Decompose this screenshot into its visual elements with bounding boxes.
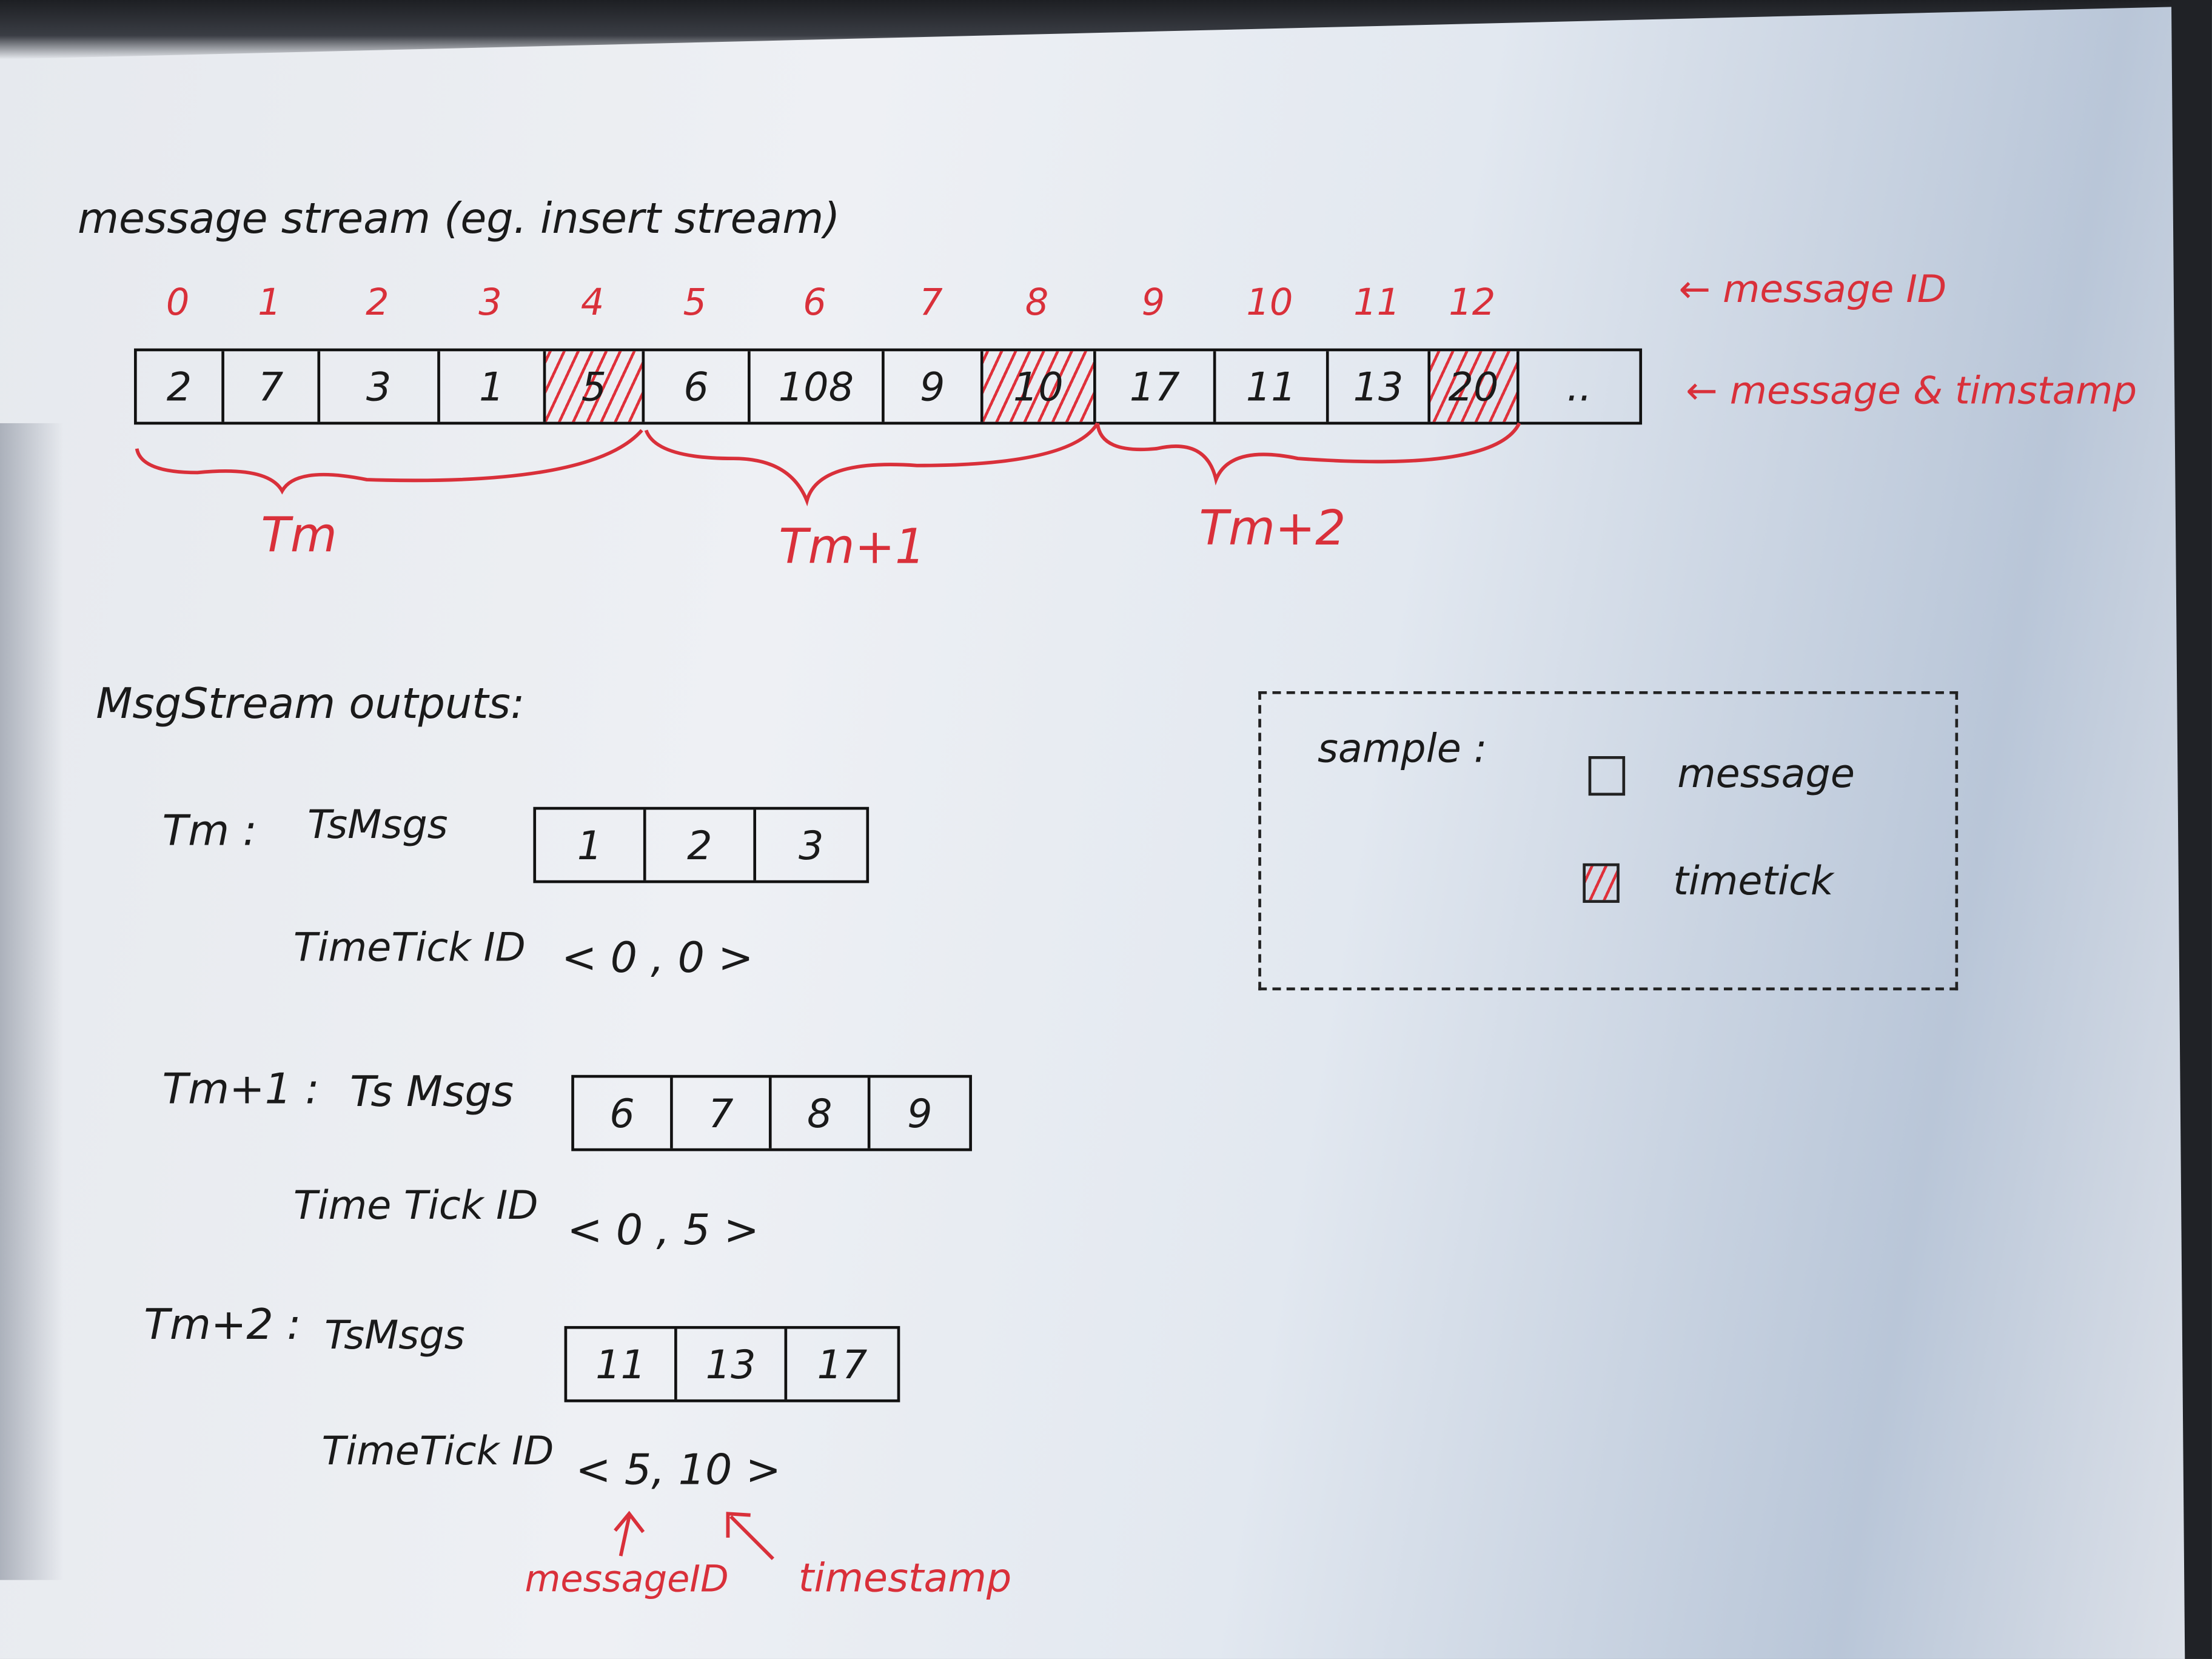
timetick-cell: 10 xyxy=(983,351,1096,422)
message-id: 5 xyxy=(683,282,707,325)
timetick-swatch xyxy=(1583,863,1620,903)
message-cell: .. xyxy=(1566,363,1592,410)
tsmsg-cell: 8 xyxy=(772,1078,871,1148)
diagram-title: message stream (eg. insert stream) xyxy=(77,195,840,244)
brace-tm xyxy=(135,429,643,495)
legend-message: message xyxy=(1677,750,1855,797)
tsmsg-cell: 2 xyxy=(646,809,757,880)
message-cell: 9 xyxy=(885,351,984,422)
brace-tm1 xyxy=(644,422,1099,507)
message-id: 0 xyxy=(166,282,190,325)
tsmsg-cell: 11 xyxy=(567,1329,677,1399)
message-cell: 11 xyxy=(1216,351,1329,422)
arrow-message-id xyxy=(614,1510,645,1557)
tsmsgs-label: TsMsgs xyxy=(307,801,448,848)
message-cell: 17 xyxy=(1096,351,1216,422)
timetick-id-label: TimeTick ID xyxy=(293,923,526,971)
message-cell: 2 xyxy=(137,351,224,422)
timestamp-annotation: timestamp xyxy=(798,1554,1012,1601)
timetick-cell: 20 xyxy=(1430,351,1520,422)
tsmsg-cell: 9 xyxy=(907,1090,933,1136)
message-id: 12 xyxy=(1449,282,1496,325)
timetick-id-value: < 5, 10 > xyxy=(575,1446,782,1496)
timetick-id-value: < 0 , 0 > xyxy=(561,934,754,984)
timetick-cell: 5 xyxy=(546,351,645,422)
message-id: 9 xyxy=(1141,282,1165,325)
message-stream: 2 7 3 1 5 6 108 9 10 17 11 13 20.. xyxy=(134,348,1643,425)
message-cell: 13 xyxy=(1329,351,1431,422)
arrow-timestamp xyxy=(726,1512,774,1560)
timetick-id-label: Time Tick ID xyxy=(293,1182,538,1229)
group-label: Tm+1 xyxy=(779,519,926,576)
message-cell: 108 xyxy=(751,351,885,422)
legend-box: sample : message timetick xyxy=(1258,691,1959,991)
timetick-id-label: TimeTick ID xyxy=(321,1427,554,1475)
message-id: 11 xyxy=(1353,282,1401,325)
output-name: Tm+2 : xyxy=(144,1301,301,1350)
message-cell: 7 xyxy=(224,351,321,422)
outputs-heading: MsgStream outputs: xyxy=(96,680,525,729)
tsmsg-cell: 7 xyxy=(673,1078,772,1148)
message-id: 1 xyxy=(258,282,281,325)
message-id: 3 xyxy=(478,282,502,325)
message-id-annotation: messageID xyxy=(525,1558,729,1601)
tsmsg-cell: 6 xyxy=(574,1078,673,1148)
brace-tm2 xyxy=(1096,422,1521,486)
tsmsgs-label: Ts Msgs xyxy=(349,1068,514,1118)
tsmsgs-label: TsMsgs xyxy=(324,1312,465,1359)
output-name: Tm+1 : xyxy=(162,1065,320,1114)
legend-title: sample : xyxy=(1317,725,1487,772)
message-id: 6 xyxy=(803,282,826,325)
message-id: 2 xyxy=(366,282,389,325)
message-cell: 3 xyxy=(320,351,440,422)
tsmsg-cell: 1 xyxy=(536,809,646,880)
timetick-id-value: < 0 , 5 > xyxy=(567,1206,759,1256)
group-label: Tm+2 xyxy=(1199,500,1346,557)
tsmsgs-box: 11 13 17 xyxy=(564,1326,900,1403)
shadow xyxy=(0,423,64,1580)
tsmsg-cell: 17 xyxy=(817,1341,868,1388)
message-cell: 1 xyxy=(440,351,546,422)
legend-timetick: timetick xyxy=(1673,857,1834,905)
message-timestamp-label: ← message & timstamp xyxy=(1686,369,2137,414)
message-id: 10 xyxy=(1246,282,1293,325)
message-id: 4 xyxy=(580,282,605,325)
group-label: Tm xyxy=(261,508,337,565)
message-id: 8 xyxy=(1025,282,1049,325)
message-cell: 6 xyxy=(645,351,751,422)
message-id: 7 xyxy=(919,282,943,325)
message-id-label: ← message ID xyxy=(1678,268,1947,312)
tsmsg-cell: 13 xyxy=(677,1329,788,1399)
message-swatch xyxy=(1588,756,1626,796)
output-name: Tm : xyxy=(162,806,257,857)
tsmsg-cell: 3 xyxy=(798,822,824,868)
